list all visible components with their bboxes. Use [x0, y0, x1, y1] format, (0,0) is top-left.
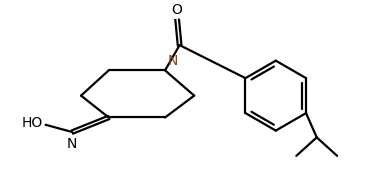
- Text: N: N: [67, 137, 77, 151]
- Text: HO: HO: [21, 116, 43, 130]
- Text: O: O: [172, 3, 183, 17]
- Text: N: N: [167, 54, 178, 68]
